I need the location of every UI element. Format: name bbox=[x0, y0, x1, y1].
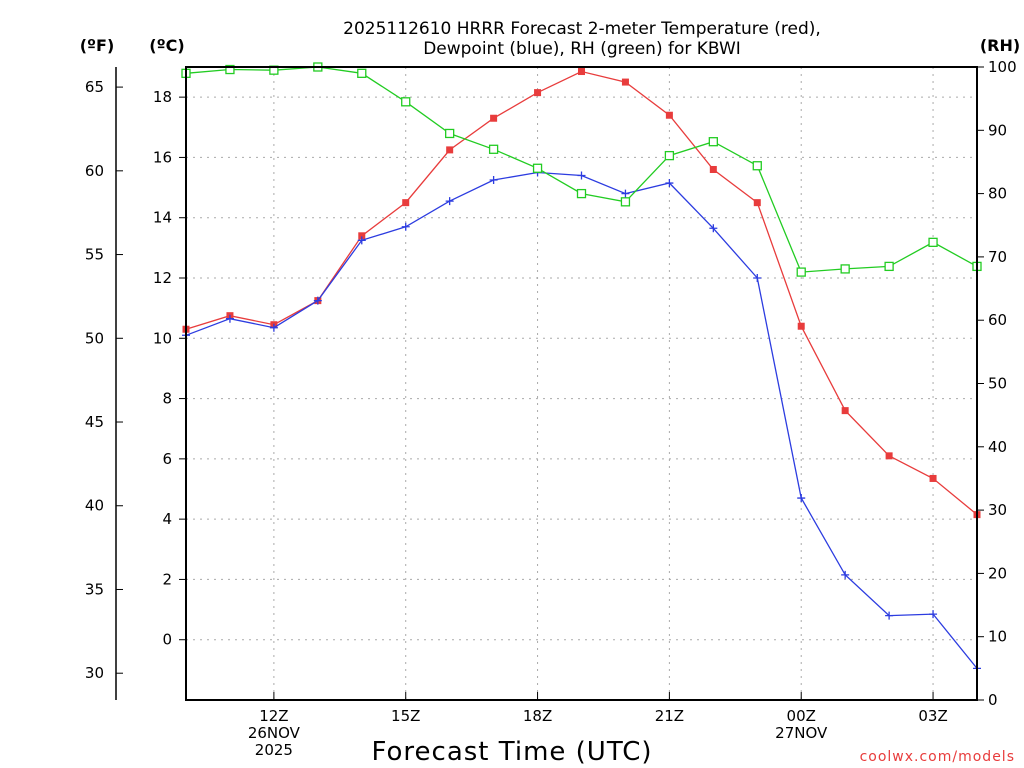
fahrenheit-tick-label: 50 bbox=[85, 329, 104, 347]
fahrenheit-tick-label: 45 bbox=[85, 413, 104, 431]
fahrenheit-tick-label: 60 bbox=[85, 162, 104, 180]
rh-point bbox=[620, 197, 631, 207]
celsius-tick-label: 12 bbox=[153, 269, 172, 287]
celsius-tick-label: 8 bbox=[162, 390, 172, 408]
temperature-point bbox=[753, 199, 761, 207]
temperature-point bbox=[885, 452, 893, 460]
axes-layer: 0 2 4 6 8 10 12 14 16 18 30 35 40 45 50 55 60 65 0 10 20 30 40… bbox=[85, 58, 1017, 759]
fahrenheit-tick-label: 55 bbox=[85, 246, 104, 264]
celsius-tick-label: 14 bbox=[153, 209, 172, 227]
rh-tick-label: 70 bbox=[988, 248, 1007, 266]
rh-point bbox=[928, 237, 938, 247]
x-tick-label: 27NOV bbox=[775, 724, 828, 742]
fahrenheit-tick-label: 40 bbox=[85, 497, 104, 515]
temperature-point bbox=[534, 89, 542, 97]
dewpoint-point bbox=[797, 494, 806, 503]
dewpoint-point bbox=[621, 189, 630, 198]
credit-label: coolwx.com/models bbox=[860, 749, 1015, 765]
celsius-tick-label: 18 bbox=[153, 88, 172, 106]
temperature-point bbox=[841, 407, 849, 415]
celsius-unit-label: (ºC) bbox=[149, 36, 184, 55]
x-tick-label: 15Z bbox=[391, 707, 420, 725]
grid-lines bbox=[186, 67, 977, 700]
rh-tick-label: 40 bbox=[988, 438, 1007, 456]
dewpoint-point bbox=[357, 236, 366, 245]
rh-tick-label: 60 bbox=[988, 311, 1007, 329]
temperature-point bbox=[665, 111, 673, 119]
rh-tick-label: 10 bbox=[988, 628, 1007, 646]
rh-point bbox=[488, 144, 499, 154]
x-axis-label: Forecast Time (UTC) bbox=[371, 737, 652, 767]
temperature-point bbox=[797, 322, 805, 330]
rh-point bbox=[840, 264, 850, 274]
temperature-point bbox=[490, 114, 498, 122]
rh-point bbox=[445, 128, 455, 139]
rh-point bbox=[664, 150, 675, 161]
rh-point bbox=[708, 137, 718, 147]
rh-point bbox=[225, 64, 235, 75]
celsius-tick-label: 16 bbox=[153, 148, 172, 166]
rh-point bbox=[532, 163, 543, 173]
dewpoint-point bbox=[885, 611, 894, 620]
rh-tick-label: 80 bbox=[988, 185, 1007, 203]
rh-tick-label: 30 bbox=[988, 501, 1007, 519]
rh-point bbox=[357, 68, 367, 78]
dewpoint-point bbox=[401, 222, 410, 231]
temperature-point bbox=[358, 232, 366, 240]
temperature-point bbox=[402, 199, 410, 207]
celsius-tick-label: 2 bbox=[162, 570, 172, 588]
fahrenheit-unit-label: (ºF) bbox=[80, 36, 115, 55]
dewpoint-point bbox=[225, 314, 234, 323]
x-tick-label: 21Z bbox=[655, 707, 684, 725]
x-tick-label: 03Z bbox=[918, 707, 947, 725]
plot-area-frame bbox=[185, 66, 978, 701]
chart-title-line-2: Dewpoint (blue), RH (green) for KBWI bbox=[423, 39, 741, 59]
dewpoint-point bbox=[313, 296, 322, 305]
dewpoint-point bbox=[445, 197, 454, 206]
temperature-point bbox=[446, 146, 454, 154]
rh-tick-label: 0 bbox=[988, 691, 998, 709]
celsius-tick-label: 6 bbox=[162, 450, 172, 468]
x-tick-label: 18Z bbox=[523, 707, 552, 725]
temperature-point bbox=[578, 68, 585, 76]
rh-point bbox=[401, 97, 411, 107]
x-tick-label: 26NOV bbox=[248, 724, 301, 742]
dewpoint-point bbox=[269, 323, 278, 332]
rh-tick-label: 50 bbox=[988, 375, 1007, 393]
temperature-point bbox=[709, 165, 717, 173]
fahrenheit-tick-label: 35 bbox=[85, 580, 104, 598]
dewpoint-line bbox=[185, 171, 978, 669]
rh-tick-label: 100 bbox=[988, 58, 1017, 76]
rh-unit-label: (RH) bbox=[980, 36, 1020, 55]
dewpoint-point bbox=[753, 274, 762, 282]
dewpoint-point bbox=[709, 224, 718, 233]
rh-point bbox=[752, 161, 762, 171]
dewpoint-point bbox=[665, 179, 674, 188]
rh-line bbox=[185, 66, 978, 273]
series-layer bbox=[181, 62, 982, 673]
chart-title-line-1: 2025112610 HRRR Forecast 2-meter Tempera… bbox=[343, 19, 821, 39]
dewpoint-point bbox=[929, 610, 938, 619]
x-tick-label: 12Z bbox=[259, 707, 288, 725]
dewpoint-point bbox=[577, 171, 586, 180]
fahrenheit-tick-label: 30 bbox=[85, 664, 104, 682]
celsius-tick-label: 4 bbox=[162, 510, 172, 528]
rh-tick-label: 90 bbox=[988, 121, 1007, 139]
x-tick-label: 00Z bbox=[787, 707, 816, 725]
rh-point bbox=[796, 267, 806, 277]
celsius-tick-label: 0 bbox=[162, 631, 172, 649]
rh-point bbox=[884, 261, 894, 272]
temperature-point bbox=[929, 474, 937, 482]
dewpoint-point bbox=[841, 570, 850, 579]
fahrenheit-tick-label: 65 bbox=[85, 78, 104, 96]
rh-tick-label: 20 bbox=[988, 564, 1007, 582]
temperature-line bbox=[185, 70, 978, 516]
rh-point bbox=[576, 188, 587, 199]
temperature-point bbox=[621, 78, 629, 86]
celsius-tick-label: 10 bbox=[153, 329, 172, 347]
x-tick-label: 2025 bbox=[255, 741, 293, 759]
dewpoint-point bbox=[489, 176, 498, 185]
